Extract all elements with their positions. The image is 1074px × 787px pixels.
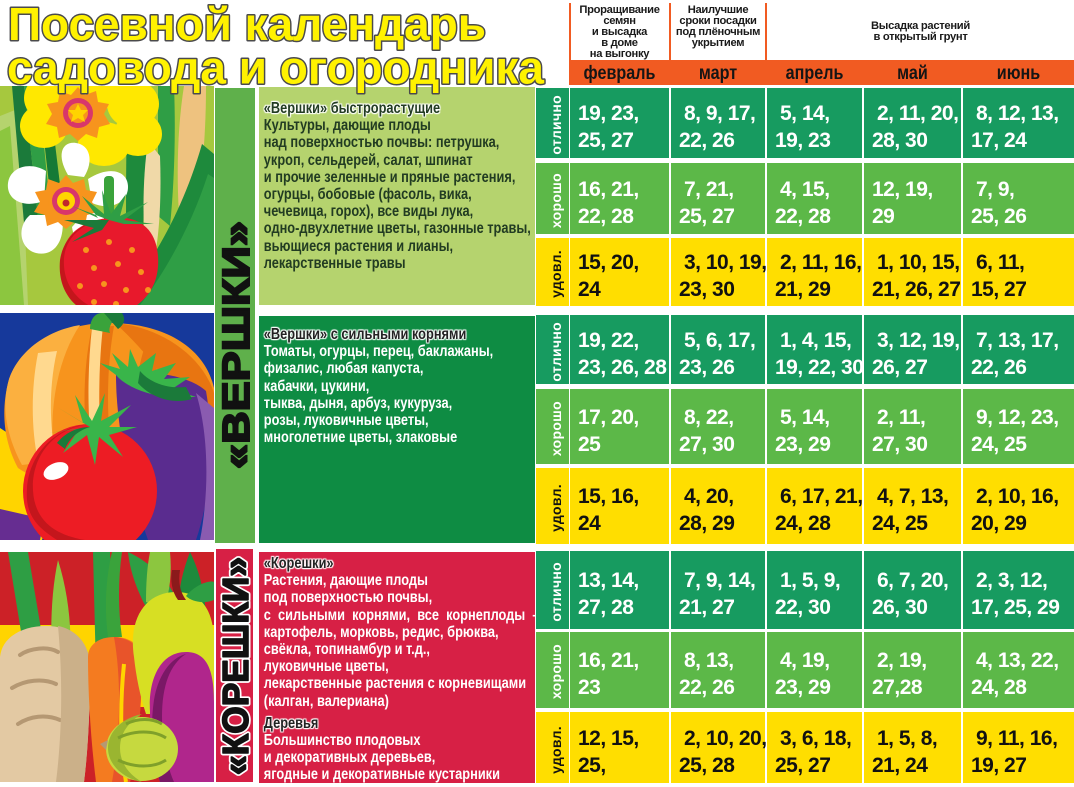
svg-text:«КОРЕШКИ»: «КОРЕШКИ» [216, 557, 253, 775]
svg-text:Посевной календарь: Посевной календарь [8, 0, 486, 50]
svg-text:«КОРЕШКИ»: «КОРЕШКИ» [216, 557, 253, 775]
svg-text:садовода и огородника: садовода и огородника [7, 42, 545, 94]
svg-text:«ВЕРШКИ»: «ВЕРШКИ» [216, 221, 255, 469]
